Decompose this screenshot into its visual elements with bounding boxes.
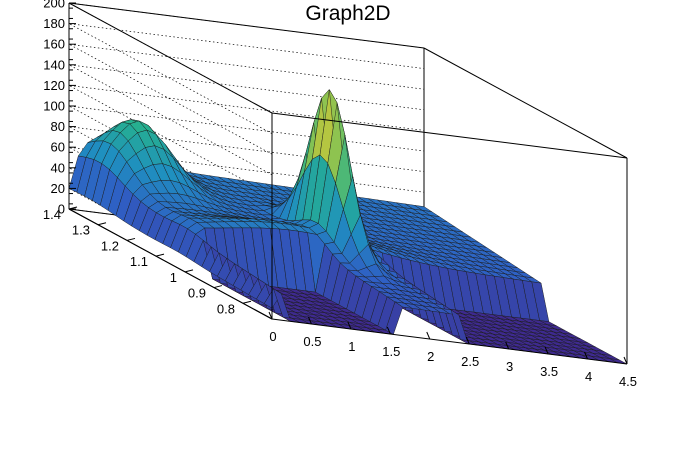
- y-tick-label-0: 0.8: [217, 301, 235, 316]
- front-edge-2: [423, 47, 628, 159]
- back-edge-2: [68, 2, 425, 49]
- x-tick-label-6: 3: [506, 359, 513, 374]
- y-axis-line: [68, 208, 273, 320]
- x-tick-label-1: 0.5: [303, 334, 321, 349]
- x-tick-mark-9: [623, 356, 628, 365]
- grid-line-z-8: [68, 43, 425, 155]
- y-tick-label-6: 1.4: [43, 207, 61, 222]
- x-axis: 0 0.5 1 1.5 2 2.5 3 3.5 4 4.5: [268, 311, 637, 389]
- y-tick-mark-1: [213, 285, 223, 289]
- x-tick-mark-0: [268, 311, 273, 320]
- x-axis-line: [271, 318, 628, 365]
- y-tick-label-2: 1: [170, 270, 177, 285]
- x-tick-label-0: 0: [269, 329, 276, 344]
- front-frame: [271, 47, 628, 364]
- y-tick-mark-0: [242, 300, 252, 304]
- y-tick-label-3: 1.1: [130, 254, 148, 269]
- y-tick-mark-4: [126, 237, 136, 241]
- z-tick-label-8: 160: [43, 37, 65, 52]
- chart-title: Graph2D: [305, 2, 391, 25]
- z-axis: 0 20 40 60 80 100 120 140 160 180 200: [43, 0, 76, 217]
- y-tick-mark-3: [155, 253, 165, 257]
- x-tick-label-2: 1: [348, 339, 355, 354]
- front-edge-1: [271, 112, 628, 159]
- grid-line-z-10: [68, 2, 425, 114]
- grid-line-z-7: [68, 64, 425, 176]
- x-tick-label-4: 2: [427, 349, 434, 364]
- y-axis: 0.8 0.9 1 1.1 1.2 1.3 1.4: [43, 206, 273, 320]
- y-tick-mark-2: [184, 269, 194, 273]
- grid-line-z-6: [68, 85, 425, 196]
- z-tick-label-6: 120: [43, 78, 65, 93]
- z-tick-label-2: 40: [51, 160, 65, 175]
- x-tick-mark-7: [544, 346, 549, 355]
- x-tick-mark-8: [584, 351, 589, 360]
- z-tick-label-4: 80: [51, 119, 65, 134]
- x-tick-mark-2: [347, 321, 352, 330]
- x-tick-label-5: 2.5: [461, 354, 479, 369]
- z-tick-label-0: 0: [58, 202, 65, 217]
- surface-mesh: [68, 89, 628, 365]
- y-tick-label-4: 1.2: [101, 238, 119, 253]
- x-tick-label-3: 1.5: [382, 344, 400, 359]
- x-tick-label-8: 4: [585, 369, 592, 384]
- z-tick-label-9: 180: [43, 16, 65, 31]
- y-tick-mark-6: [68, 206, 78, 210]
- grid-line-z-9: [68, 23, 425, 134]
- x-tick-mark-4: [426, 331, 431, 340]
- y-tick-label-1: 0.9: [188, 286, 206, 301]
- z-tick-label-7: 140: [43, 57, 65, 72]
- y-tick-mark-5: [97, 222, 107, 226]
- z-tick-label-5: 100: [43, 99, 65, 114]
- z-tick-label-3: 60: [51, 140, 65, 155]
- z-tick-label-1: 20: [51, 181, 65, 196]
- x-tick-mark-1: [307, 316, 312, 325]
- x-tick-mark-3: [386, 326, 391, 335]
- x-tick-mark-6: [505, 341, 510, 350]
- z-tick-label-10: 200: [43, 0, 65, 11]
- x-tick-mark-5: [465, 336, 470, 345]
- x-tick-label-7: 3.5: [540, 364, 558, 379]
- back-edge-3: [68, 2, 273, 114]
- x-tick-label-9: 4.5: [619, 374, 637, 389]
- y-tick-label-5: 1.3: [72, 223, 90, 238]
